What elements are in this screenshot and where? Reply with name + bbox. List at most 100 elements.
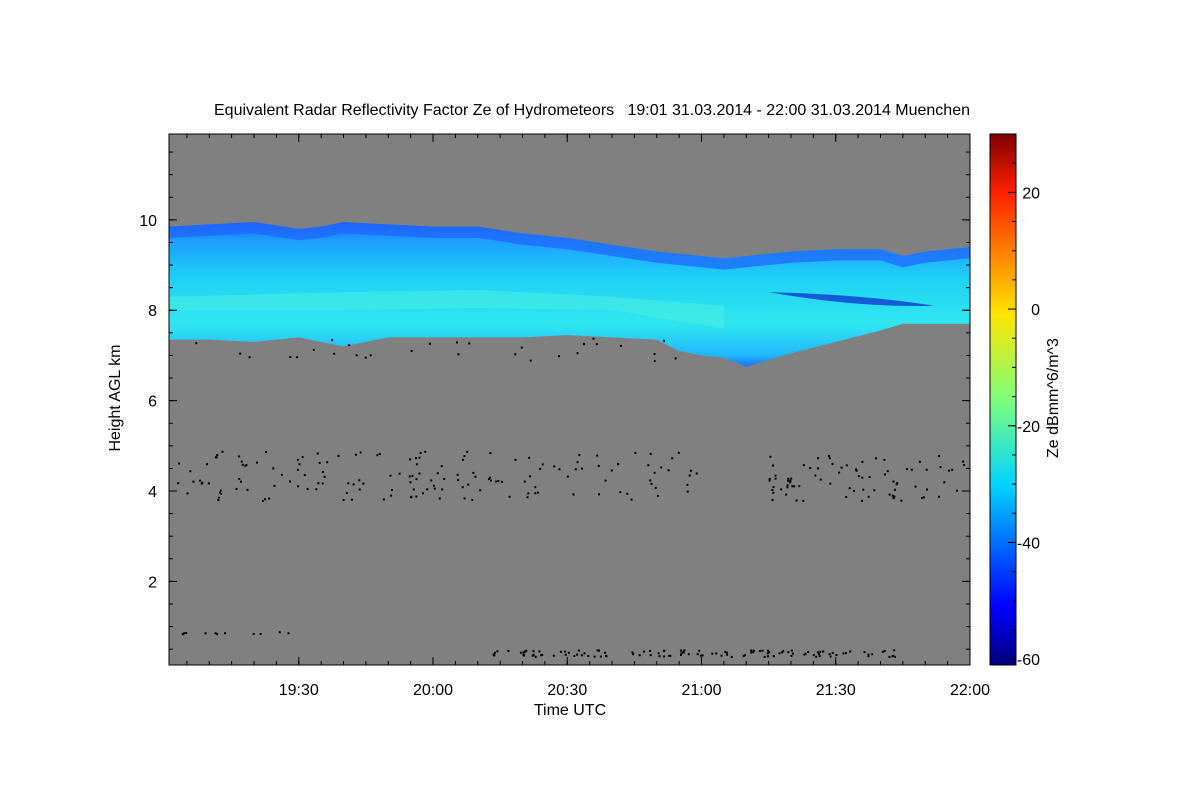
noise-point (938, 495, 940, 498)
noise-point (441, 488, 444, 491)
noise-point (352, 483, 355, 486)
noise-point (526, 496, 529, 499)
noise-point (895, 483, 898, 486)
noise-point (752, 651, 755, 654)
noise-point (239, 352, 242, 355)
noise-point (774, 474, 777, 477)
noise-point (790, 649, 793, 652)
noise-point (409, 458, 412, 461)
colorbar (989, 133, 1017, 666)
noise-point (415, 457, 418, 460)
noise-point (463, 455, 466, 457)
noise-point (488, 478, 490, 481)
noise-point (758, 650, 761, 652)
noise-point (597, 649, 600, 652)
noise-point (827, 454, 830, 457)
noise-point (220, 493, 223, 495)
noise-point (411, 474, 414, 477)
noise-point (463, 497, 466, 500)
noise-point (778, 652, 781, 655)
x-tick-label: 19:30 (279, 682, 319, 699)
cloud-layer (169, 222, 970, 367)
noise-point (185, 632, 188, 634)
noise-point (355, 354, 358, 357)
noise-point (488, 476, 491, 479)
noise-point (576, 461, 579, 464)
noise-point (415, 463, 418, 466)
noise-point (786, 484, 789, 487)
noise-point (534, 486, 537, 489)
noise-point (566, 475, 569, 478)
noise-point (206, 463, 208, 466)
noise-point (593, 655, 596, 658)
noise-point (289, 356, 292, 358)
noise-point (204, 632, 207, 635)
noise-point (333, 352, 336, 355)
noise-point (905, 468, 908, 471)
noise-point (647, 464, 650, 467)
noise-point (471, 498, 474, 501)
noise-point (362, 482, 365, 485)
noise-point (849, 650, 852, 653)
noise-point (835, 654, 838, 656)
noise-point (649, 452, 652, 455)
noise-point (415, 495, 418, 498)
noise-point (855, 469, 858, 472)
noise-point (720, 654, 723, 657)
noise-point (331, 339, 333, 342)
noise-point (216, 454, 219, 456)
noise-point (219, 489, 222, 492)
noise-point (956, 489, 958, 492)
noise-point (461, 458, 464, 461)
noise-point (390, 489, 393, 491)
noise-point (610, 469, 613, 472)
noise-point (183, 632, 186, 634)
noise-point (576, 352, 579, 355)
noise-point (772, 464, 774, 467)
noise-point (235, 487, 238, 490)
noise-point (892, 654, 895, 657)
plot-frame (168, 133, 971, 666)
noise-point (552, 654, 555, 657)
noise-point (875, 457, 877, 460)
noise-point (583, 343, 585, 345)
noise-point (812, 654, 815, 657)
noise-point (364, 356, 367, 359)
noise-point (261, 500, 264, 502)
colorbar-tick-label: -60 (1017, 652, 1040, 669)
noise-point (780, 488, 783, 491)
noise-point (686, 490, 689, 493)
noise-point (306, 487, 309, 490)
noise-point (438, 497, 441, 500)
noise-point (248, 356, 251, 359)
noise-point (660, 466, 663, 469)
noise-point (592, 337, 595, 340)
noise-point (768, 479, 771, 482)
noise-point (527, 492, 530, 495)
noise-point (845, 496, 848, 498)
noise-point (790, 654, 793, 657)
noise-point (926, 488, 928, 491)
noise-point (921, 497, 924, 499)
noise-point (457, 479, 460, 482)
noise-points (177, 337, 966, 658)
noise-point (532, 650, 535, 653)
noise-point (264, 498, 266, 501)
noise-point (301, 456, 304, 459)
noise-point (786, 486, 789, 489)
noise-point (604, 651, 607, 654)
noise-point (580, 654, 583, 657)
noise-point (653, 353, 656, 356)
noise-point (687, 653, 690, 656)
noise-point (894, 655, 896, 658)
noise-point (240, 460, 243, 463)
x-tick-label: 21:30 (816, 682, 856, 699)
noise-point (809, 467, 812, 470)
noise-point (855, 468, 857, 471)
noise-point (495, 480, 498, 483)
noise-point (241, 463, 244, 466)
noise-point (436, 472, 439, 475)
noise-point (418, 472, 421, 475)
noise-point (963, 464, 966, 466)
colorbar-tick-label: 0 (1031, 302, 1040, 319)
